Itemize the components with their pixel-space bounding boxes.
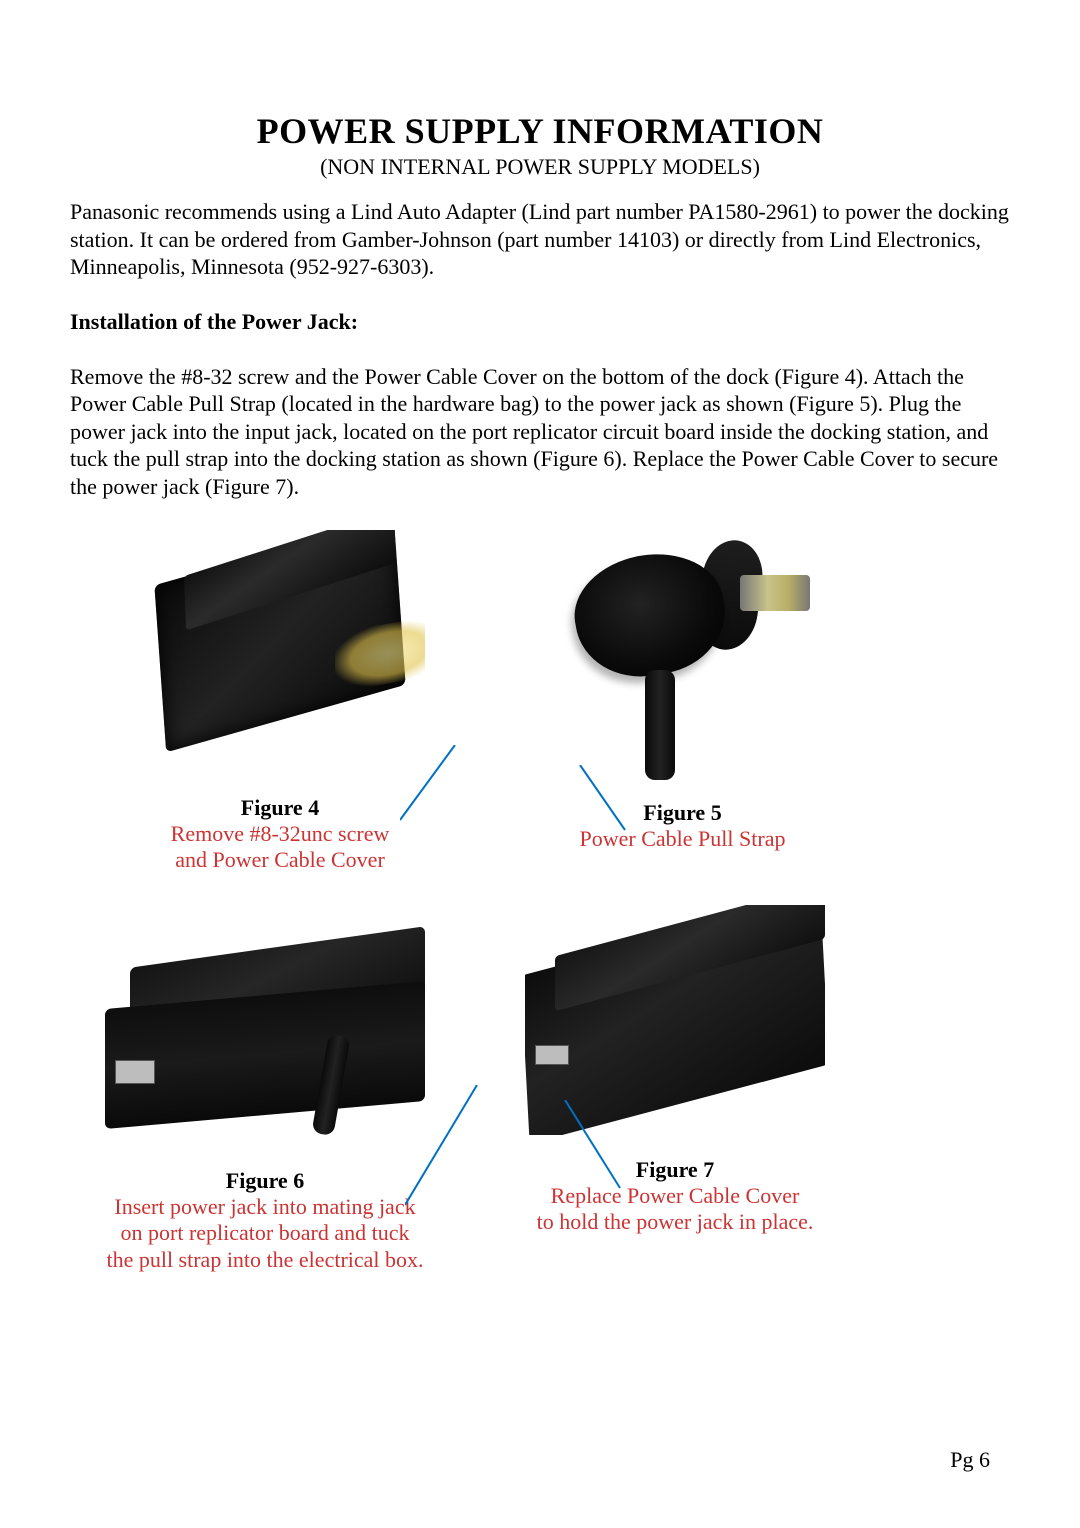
figure-4: Figure 4 Remove #8-32unc screw and Power…: [130, 530, 430, 874]
figure-4-caption-line1: Remove #8-32unc screw: [171, 821, 390, 846]
figure-4-caption-line2: and Power Cable Cover: [175, 847, 385, 872]
figure-4-callout: [400, 745, 460, 825]
figure-6-callout: [405, 1085, 485, 1210]
figure-5: Figure 5 Power Cable Pull Strap: [545, 530, 820, 852]
figure-6-caption: Insert power jack into mating jack on po…: [105, 1194, 425, 1273]
figure-6-label: Figure 6: [105, 1168, 425, 1194]
figures-area: Figure 4 Remove #8-32unc screw and Power…: [70, 530, 1010, 1350]
page-title: POWER SUPPLY INFORMATION: [70, 110, 1010, 152]
figure-5-callout: [575, 765, 630, 835]
figure-6-caption-line1: Insert power jack into mating jack: [114, 1194, 415, 1219]
figure-7-caption-line2: to hold the power jack in place.: [537, 1209, 814, 1234]
figure-4-label: Figure 4: [130, 795, 430, 821]
figure-6: Figure 6 Insert power jack into mating j…: [105, 925, 425, 1273]
page-subtitle: (NON INTERNAL POWER SUPPLY MODELS): [70, 154, 1010, 180]
figure-7-callout: [560, 1100, 630, 1195]
page-number: Pg 6: [950, 1447, 990, 1473]
figure-7: Figure 7 Replace Power Cable Cover to ho…: [525, 905, 825, 1236]
section-heading: Installation of the Power Jack:: [70, 309, 1010, 335]
document-page: POWER SUPPLY INFORMATION (NON INTERNAL P…: [0, 0, 1080, 1528]
intro-paragraph: Panasonic recommends using a Lind Auto A…: [70, 198, 1010, 281]
body-paragraph: Remove the #8-32 screw and the Power Cab…: [70, 363, 1010, 501]
figure-4-image: [130, 530, 430, 785]
figure-6-image: [105, 925, 425, 1150]
figure-6-caption-line3: the pull strap into the electrical box.: [106, 1247, 423, 1272]
figure-6-caption-line2: on port replicator board and tuck: [121, 1220, 410, 1245]
figure-5-image: [545, 530, 820, 790]
figure-4-caption: Remove #8-32unc screw and Power Cable Co…: [130, 821, 430, 874]
